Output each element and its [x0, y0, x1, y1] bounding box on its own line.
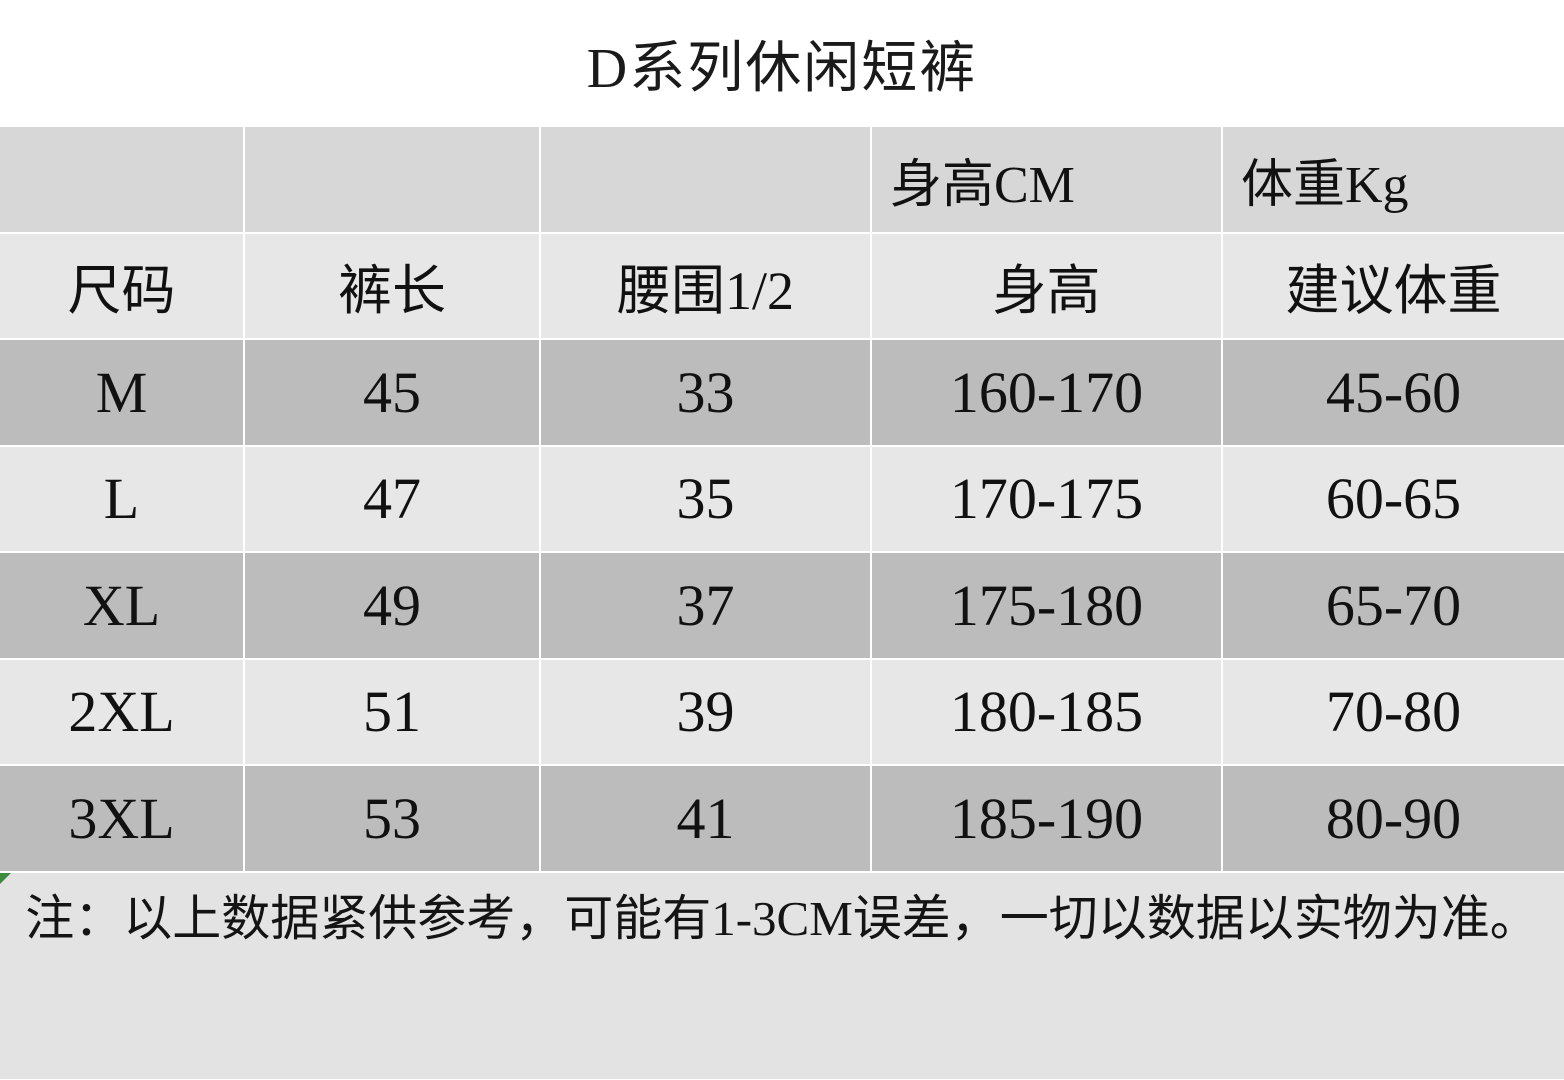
cell-half-waist: 41 [541, 766, 870, 871]
cell-weight-range: 70-80 [1223, 659, 1564, 764]
column-header-size: 尺码 [0, 233, 243, 338]
column-header-pants-length: 裤长 [245, 233, 539, 338]
column-header-height: 身高 [872, 233, 1221, 338]
cell-pants-length: 53 [245, 766, 539, 871]
cell-weight-range: 65-70 [1223, 553, 1564, 658]
cell-size: 2XL [0, 659, 243, 764]
cell-size: XL [0, 553, 243, 658]
cell-half-waist: 37 [541, 553, 870, 658]
cell-half-waist: 33 [541, 340, 870, 445]
cell-weight-range: 45-60 [1223, 340, 1564, 445]
note-text: 注：以上数据紧供参考，可能有1-3CM误差，一切以数据以实物为准。 [25, 890, 1539, 946]
cell-height-range: 160-170 [872, 340, 1221, 445]
group-header-empty-cell [0, 127, 243, 232]
group-header-height-cm: 身高CM [872, 127, 1221, 232]
cell-size: M [0, 340, 243, 445]
cell-height-range: 180-185 [872, 659, 1221, 764]
size-table: 身高CM 体重Kg 尺码 裤长 腰围1/2 身高 建议体重 M 45 33 16… [0, 127, 1564, 871]
note-area: 注：以上数据紧供参考，可能有1-3CM误差，一切以数据以实物为准。 [0, 872, 1564, 1079]
cell-height-range: 175-180 [872, 553, 1221, 658]
cell-pants-length: 51 [245, 659, 539, 764]
column-header-half-waist: 腰围1/2 [541, 233, 870, 338]
cell-height-range: 185-190 [872, 766, 1221, 871]
cell-pants-length: 47 [245, 446, 539, 551]
column-header-weight: 建议体重 [1223, 233, 1564, 338]
cell-weight-range: 60-65 [1223, 446, 1564, 551]
cell-pants-length: 45 [245, 340, 539, 445]
cell-half-waist: 35 [541, 446, 870, 551]
group-header-weight-kg: 体重Kg [1223, 127, 1564, 232]
cell-size: L [0, 446, 243, 551]
cell-height-range: 170-175 [872, 446, 1221, 551]
cell-size: 3XL [0, 766, 243, 871]
cell-corner-marker-icon [0, 872, 11, 884]
title-bar: D系列休闲短裤 [0, 0, 1564, 127]
group-header-empty-cell [245, 127, 539, 232]
cell-half-waist: 39 [541, 659, 870, 764]
cell-pants-length: 49 [245, 553, 539, 658]
cell-weight-range: 80-90 [1223, 766, 1564, 871]
group-header-empty-cell [541, 127, 870, 232]
page-title: D系列休闲短裤 [586, 38, 978, 100]
